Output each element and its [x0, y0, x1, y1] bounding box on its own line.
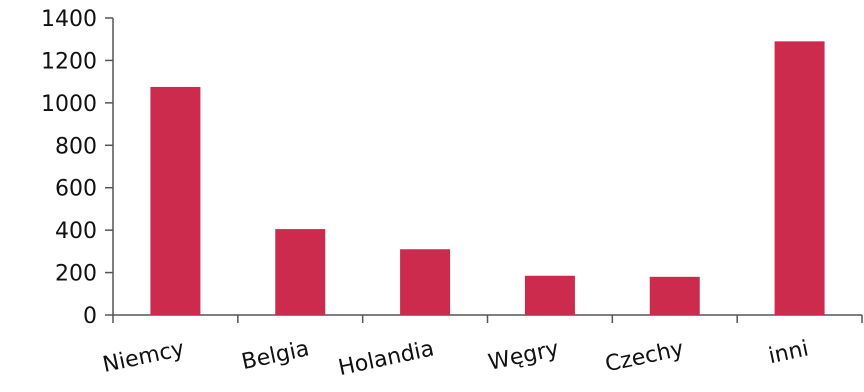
bar-czechy: [650, 277, 700, 315]
x-category-label: inni: [766, 336, 810, 369]
bar-węgry: [525, 276, 575, 315]
bar-inni: [775, 41, 825, 315]
y-tick-label: 800: [55, 134, 97, 159]
bar-belgia: [275, 229, 325, 315]
y-tick-label: 1000: [41, 92, 97, 117]
y-tick-label: 1200: [41, 49, 97, 74]
x-category-label: Niemcy: [101, 336, 187, 378]
x-category-label: Węgry: [486, 336, 561, 375]
y-tick-label: 0: [83, 304, 97, 329]
y-tick-label: 600: [55, 177, 97, 202]
x-category-label: Holandia: [336, 336, 436, 381]
bar-holandia: [400, 249, 450, 315]
y-tick-label: 200: [55, 262, 97, 287]
x-category-label: Belgia: [239, 336, 311, 375]
x-category-label: Czechy: [603, 336, 686, 377]
y-tick-label: 400: [55, 219, 97, 244]
y-tick-label: 1400: [41, 7, 97, 32]
plot-area: 0 200 400 600 800 1000 1200 1400 Niemcy Belgia Hol…: [41, 7, 862, 381]
bar-niemcy: [150, 87, 200, 315]
